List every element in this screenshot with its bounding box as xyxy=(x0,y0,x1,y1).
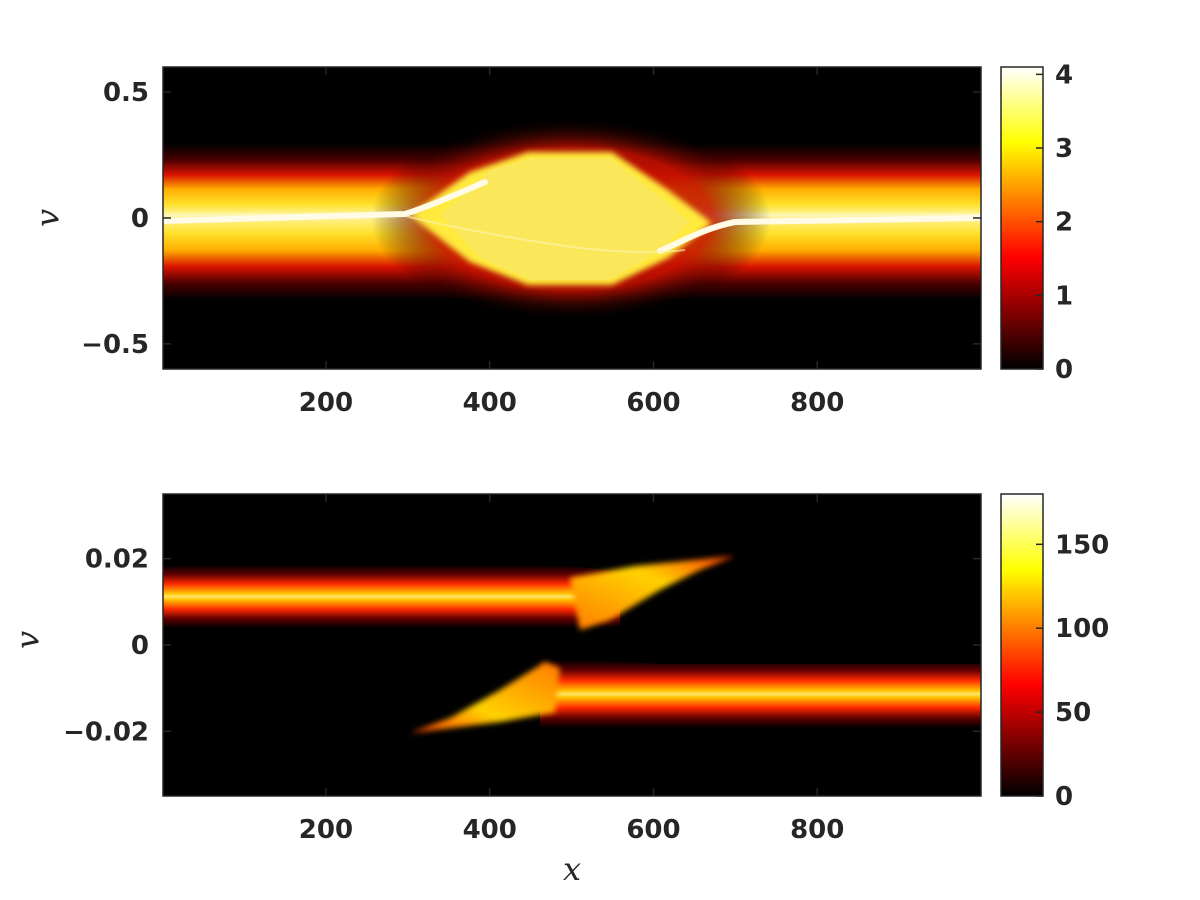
y-tick-label: 0 xyxy=(131,204,149,234)
x-tick-label: 800 xyxy=(790,815,844,845)
colorbar-tick-label: 4 xyxy=(1055,60,1073,90)
colorbar-tick-label: 100 xyxy=(1055,614,1109,644)
x-tick-label: 200 xyxy=(299,388,353,418)
bottom-upper-beam-tail xyxy=(570,556,735,630)
colorbar-tick-label: 0 xyxy=(1055,782,1073,812)
bottom-x-ticks: 200 400 600 800 xyxy=(299,494,844,845)
x-tick-label: 200 xyxy=(299,815,353,845)
top-y-axis-label: v xyxy=(29,209,67,227)
top-colorbar-gradient xyxy=(1000,66,1044,370)
top-heatmap-panel: 200 400 600 800 0.5 0 −0.5 v xyxy=(29,66,982,418)
x-tick-label: 600 xyxy=(626,388,680,418)
bottom-colorbar: 0 50 100 150 xyxy=(1000,493,1109,812)
x-tick-label: 800 xyxy=(790,388,844,418)
top-colorbar: 0 1 2 3 4 xyxy=(1000,60,1073,385)
colorbar-tick-label: 1 xyxy=(1055,281,1073,311)
bottom-y-axis-label: v xyxy=(9,631,47,649)
bottom-heatmap-panel: 200 400 600 800 0.02 0 −0.02 v x xyxy=(9,493,982,888)
bottom-heatmap-background xyxy=(163,494,981,796)
y-tick-label: 0 xyxy=(131,631,149,661)
top-x-ticks: 200 400 600 800 xyxy=(299,67,844,418)
bottom-lower-beam-tail xyxy=(410,662,560,733)
y-tick-label: −0.5 xyxy=(81,330,149,360)
y-tick-label: 0.02 xyxy=(85,545,149,575)
colorbar-tick-label: 3 xyxy=(1055,134,1073,164)
top-ridge-inner xyxy=(404,215,686,254)
colorbar-tick-label: 150 xyxy=(1055,530,1109,560)
x-tick-label: 600 xyxy=(626,815,680,845)
top-ridge-line xyxy=(163,179,981,254)
y-tick-label: 0.5 xyxy=(103,78,149,108)
y-tick-label: −0.02 xyxy=(63,717,149,747)
x-tick-label: 400 xyxy=(463,815,517,845)
bottom-colorbar-ticks: 0 50 100 150 xyxy=(1036,530,1109,812)
bottom-y-ticks: 0.02 0 −0.02 xyxy=(63,545,981,747)
top-y-ticks: 0.5 0 −0.5 xyxy=(81,78,981,360)
bottom-colorbar-gradient xyxy=(1000,493,1044,797)
bottom-upper-beam xyxy=(163,565,620,628)
x-tick-label: 400 xyxy=(463,388,517,418)
top-plateau-core xyxy=(440,158,690,280)
bottom-lower-beam xyxy=(540,660,981,728)
colorbar-tick-label: 2 xyxy=(1055,208,1073,238)
bottom-x-axis-label: x xyxy=(563,850,581,888)
colorbar-tick-label: 50 xyxy=(1055,698,1091,728)
bottom-heatmap-image xyxy=(163,556,981,733)
top-heatmap-image xyxy=(163,117,981,321)
colorbar-tick-label: 0 xyxy=(1055,355,1073,385)
top-colorbar-ticks: 0 1 2 3 4 xyxy=(1036,60,1073,385)
